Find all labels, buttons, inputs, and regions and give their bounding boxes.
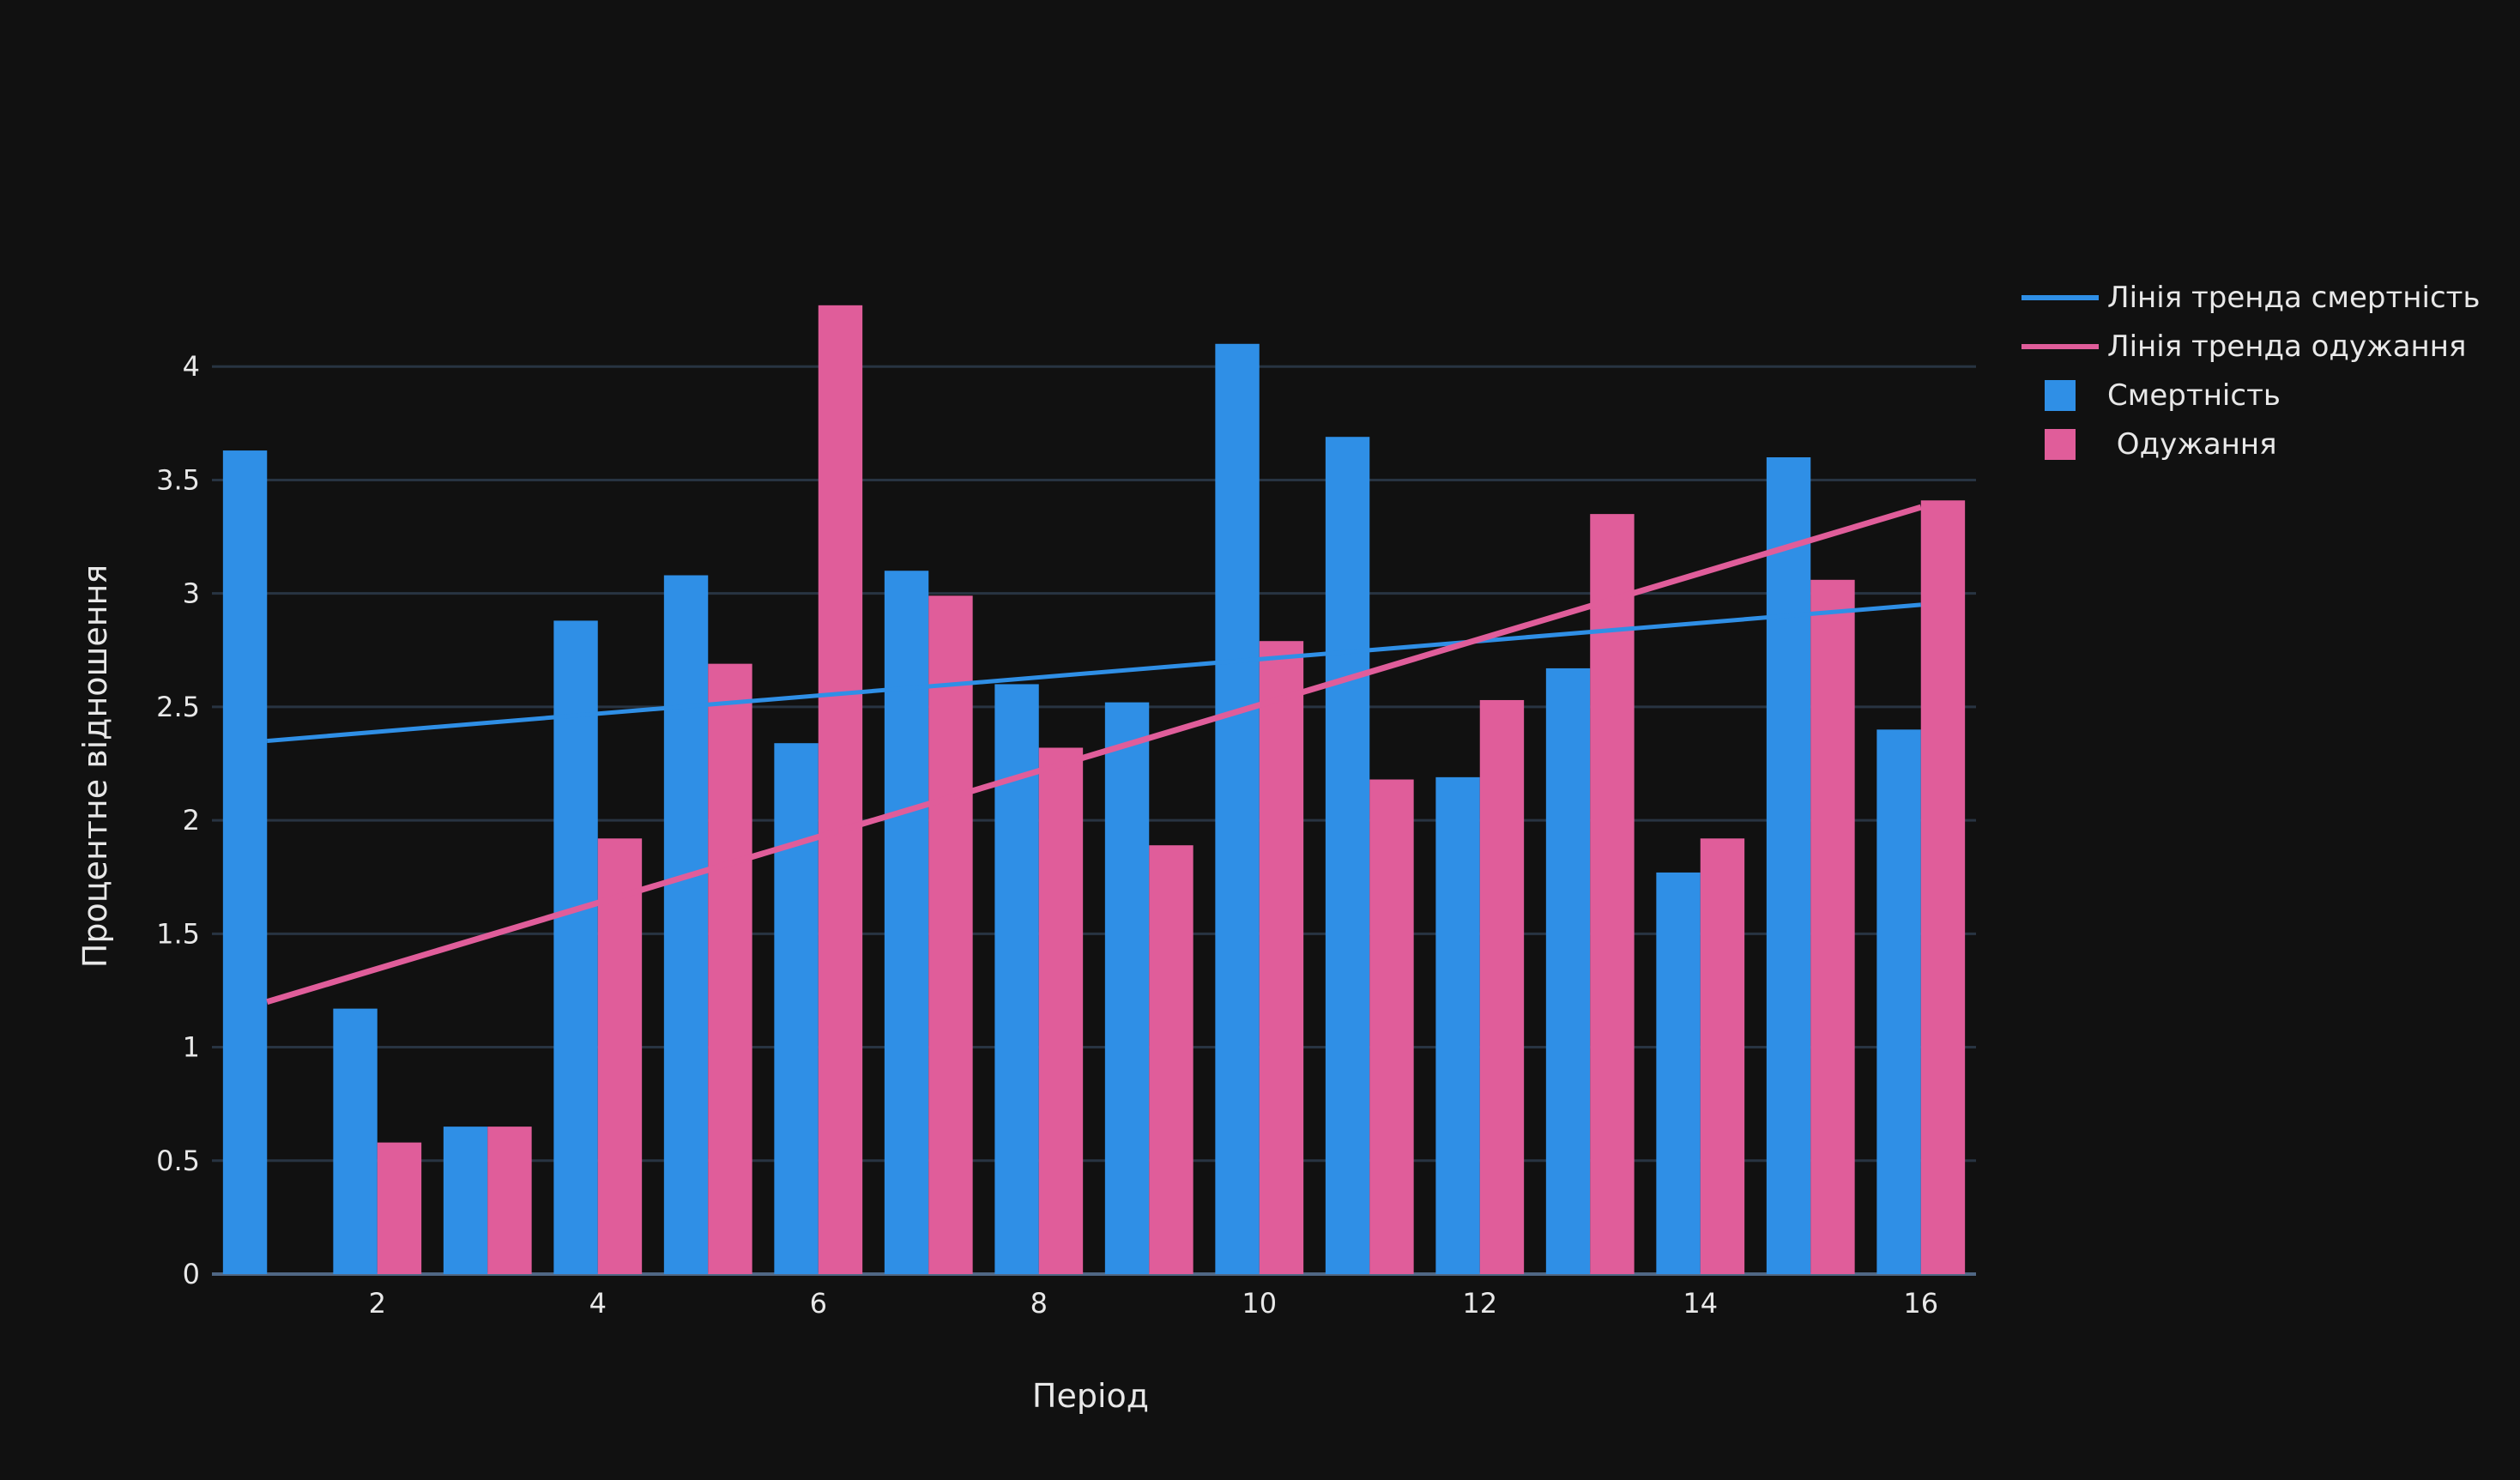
y-axis-title: Процентне відношення	[76, 565, 114, 969]
legend-swatch	[2045, 428, 2076, 460]
bar-mortality	[1766, 457, 1811, 1274]
legend-label: Одужання	[2107, 426, 2277, 462]
legend-label: Лінія тренда одужання	[2107, 329, 2467, 364]
bar-recovery	[928, 595, 973, 1274]
bar-mortality	[333, 1008, 378, 1274]
legend-item[interactable]: Лінія тренда смертність	[2021, 273, 2481, 322]
legend-swatch	[2021, 294, 2099, 300]
x-tick-label: 14	[1683, 1287, 1718, 1320]
y-tick-label: 2.5	[156, 691, 200, 723]
x-tick-label: 12	[1462, 1287, 1497, 1320]
legend-swatch	[2021, 343, 2099, 349]
bar-recovery	[1259, 641, 1304, 1274]
bar-recovery	[1920, 500, 1966, 1274]
bar-mortality	[663, 575, 709, 1274]
trend-line-recovery	[266, 504, 1922, 1006]
bar-recovery	[818, 305, 863, 1274]
bar-mortality	[884, 571, 929, 1274]
bar-recovery	[1590, 514, 1635, 1274]
legend-item[interactable]: Лінія тренда одужання	[2021, 322, 2481, 371]
x-axis-title: Період	[1032, 1377, 1149, 1415]
bars	[222, 305, 1966, 1274]
x-tick-label: 6	[810, 1287, 827, 1320]
bar-recovery	[1810, 579, 1855, 1274]
bar-mortality	[1104, 702, 1150, 1274]
bar-recovery	[708, 663, 752, 1274]
y-tick-label: 1	[183, 1031, 200, 1064]
y-tick-label: 3.5	[156, 463, 200, 496]
bar-mortality	[1215, 343, 1260, 1274]
bar-mortality	[1435, 776, 1480, 1274]
bar-mortality	[774, 743, 819, 1274]
bar-mortality	[443, 1127, 488, 1274]
legend-item[interactable]: Смертність	[2021, 371, 2481, 420]
x-tick-label: 10	[1242, 1287, 1277, 1320]
bar-mortality	[1876, 729, 1921, 1274]
bar-recovery	[1369, 779, 1414, 1274]
x-tick-label: 8	[1030, 1287, 1048, 1320]
x-tick-label: 16	[1903, 1287, 1938, 1320]
y-tick-label: 3	[183, 577, 200, 610]
bar-recovery	[597, 838, 643, 1274]
legend: Лінія тренда смертність Лінія тренда одуж…	[2021, 273, 2481, 468]
bar-mortality	[1656, 872, 1701, 1274]
y-tick-label: 2	[183, 804, 200, 837]
x-tick-label: 4	[589, 1287, 607, 1320]
bar-recovery	[487, 1127, 532, 1274]
bar-mortality	[222, 450, 268, 1274]
trend-lines	[266, 504, 1922, 1006]
legend-label: Лінія тренда смертність	[2107, 280, 2481, 315]
y-tick-label: 4	[183, 350, 200, 383]
trend-line-mortality	[267, 602, 1921, 744]
y-tick-label: 0	[183, 1258, 200, 1290]
tick-labels: 0 0.5 1 1.5 2 2.5 3 3.5 4 2 4 6 8 10 12 14 16	[156, 350, 1938, 1320]
y-tick-label: 1.5	[156, 917, 200, 950]
bar-mortality	[1545, 668, 1591, 1274]
bar-recovery	[1479, 699, 1525, 1274]
legend-label: Смертність	[2107, 378, 2281, 413]
bar-recovery	[1038, 747, 1084, 1274]
bar-recovery	[377, 1142, 422, 1274]
bar-mortality	[1325, 437, 1370, 1274]
x-tick-label: 2	[369, 1287, 386, 1320]
bar-mortality	[553, 620, 598, 1274]
legend-swatch	[2045, 379, 2076, 411]
bar-recovery	[1149, 845, 1194, 1274]
y-tick-label: 0.5	[156, 1145, 200, 1177]
bar-recovery	[1700, 838, 1745, 1274]
legend-item[interactable]: Одужання	[2021, 420, 2481, 468]
